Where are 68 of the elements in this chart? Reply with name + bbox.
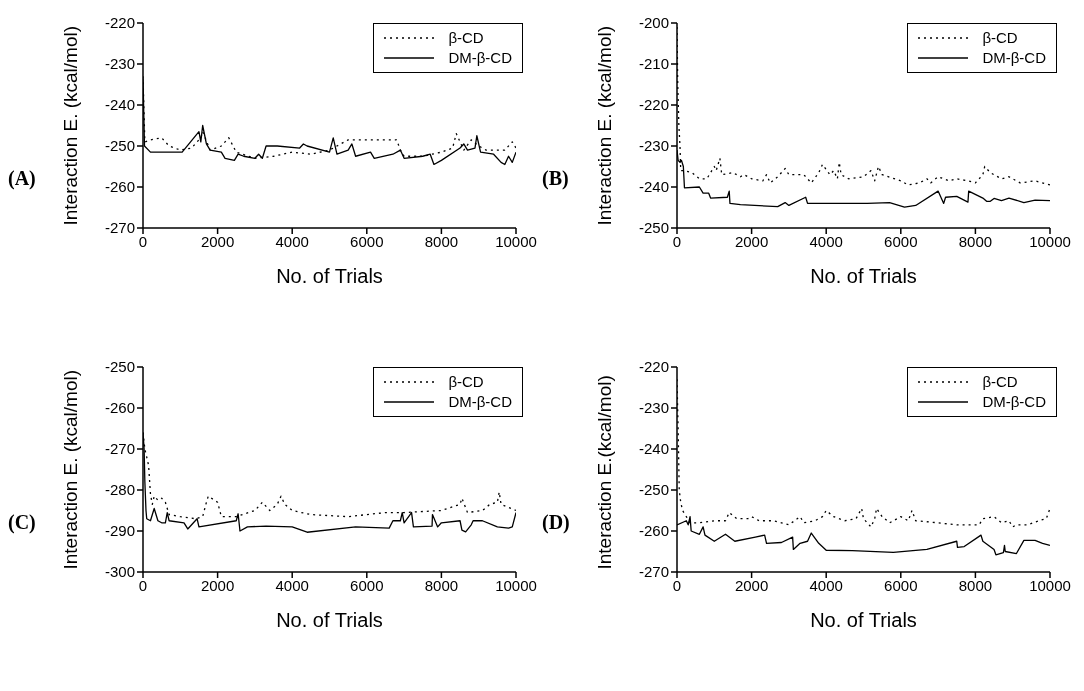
text: (C) <box>8 510 37 534</box>
y-tick-label: -220 <box>104 14 135 32</box>
y-tick-label: -210 <box>638 55 669 73</box>
x-tick-label: 6000 <box>350 232 384 250</box>
y-tick-label: -240 <box>638 440 669 458</box>
y-tick-label: -260 <box>104 178 135 196</box>
x-axis-title: No. of Trials <box>810 265 917 287</box>
legend-label: DM-β-CD <box>448 392 512 412</box>
x-tick-label: 4000 <box>809 576 843 594</box>
x-tick-label: 2000 <box>734 232 769 250</box>
x-tick-label: 4000 <box>275 576 309 594</box>
x-tick-label: 4000 <box>275 232 309 250</box>
legend-label: DM-β-CD <box>982 392 1046 412</box>
y-tick-label: -270 <box>638 563 669 581</box>
x-tick-label: 2000 <box>200 576 235 594</box>
y-tick-label: -250 <box>638 219 669 237</box>
x-tick-label: 0 <box>672 576 682 594</box>
x-tick-label: 8000 <box>958 232 993 250</box>
y-axis-title: Interaction E.(kcal/mol) <box>593 375 615 570</box>
y-axis-title: Interaction E. (kcal/mol) <box>59 25 81 226</box>
legend-label: β-CD <box>982 372 1018 392</box>
legend-label: DM-β-CD <box>448 48 512 68</box>
y-axis-title: Interaction E. (kcal/mol) <box>593 25 615 226</box>
x-tick-label: 8000 <box>424 576 459 594</box>
y-tick-label: -220 <box>638 96 669 114</box>
y-tick-label: -230 <box>638 399 669 417</box>
y-tick-label: -230 <box>638 137 669 155</box>
y-axis-title: Interaction E. (kcal/mol) <box>59 369 81 570</box>
x-tick-label: 10000 <box>1029 576 1071 594</box>
text: (A) <box>8 166 37 190</box>
y-tick-label: -220 <box>638 358 669 376</box>
x-axis-title: No. of Trials <box>810 609 917 631</box>
y-tick-label: -280 <box>104 481 135 499</box>
y-tick-label: -240 <box>638 178 669 196</box>
x-axis-title: No. of Trials <box>276 265 383 287</box>
text: (B) <box>542 166 570 190</box>
legend-label: β-CD <box>982 28 1018 48</box>
x-tick-label: 8000 <box>958 576 993 594</box>
x-tick-label: 10000 <box>495 576 537 594</box>
y-tick-label: -270 <box>104 440 135 458</box>
x-tick-label: 2000 <box>200 232 235 250</box>
x-tick-label: 0 <box>672 232 682 250</box>
y-tick-label: -200 <box>638 14 669 32</box>
legend-label: β-CD <box>448 372 484 392</box>
y-tick-label: -290 <box>104 522 135 540</box>
y-tick-label: -260 <box>104 399 135 417</box>
x-tick-label: 10000 <box>1029 232 1071 250</box>
y-tick-label: -240 <box>104 96 135 114</box>
x-tick-label: 8000 <box>424 232 459 250</box>
y-tick-label: -230 <box>104 55 135 73</box>
y-tick-label: -300 <box>104 563 135 581</box>
y-tick-label: -250 <box>638 481 669 499</box>
x-tick-label: 4000 <box>809 232 843 250</box>
y-tick-label: -260 <box>638 522 669 540</box>
y-tick-label: -270 <box>104 219 135 237</box>
x-tick-label: 10000 <box>495 232 537 250</box>
x-tick-label: 6000 <box>884 232 918 250</box>
legend-label: β-CD <box>448 28 484 48</box>
x-tick-label: 0 <box>138 576 148 594</box>
x-tick-label: 2000 <box>734 576 769 594</box>
x-axis-title: No. of Trials <box>276 609 383 631</box>
x-tick-label: 0 <box>138 232 148 250</box>
text: (D) <box>542 510 571 534</box>
x-tick-label: 6000 <box>350 576 384 594</box>
legend-label: DM-β-CD <box>982 48 1046 68</box>
y-tick-label: -250 <box>104 358 135 376</box>
y-tick-label: -250 <box>104 137 135 155</box>
x-tick-label: 6000 <box>884 576 918 594</box>
